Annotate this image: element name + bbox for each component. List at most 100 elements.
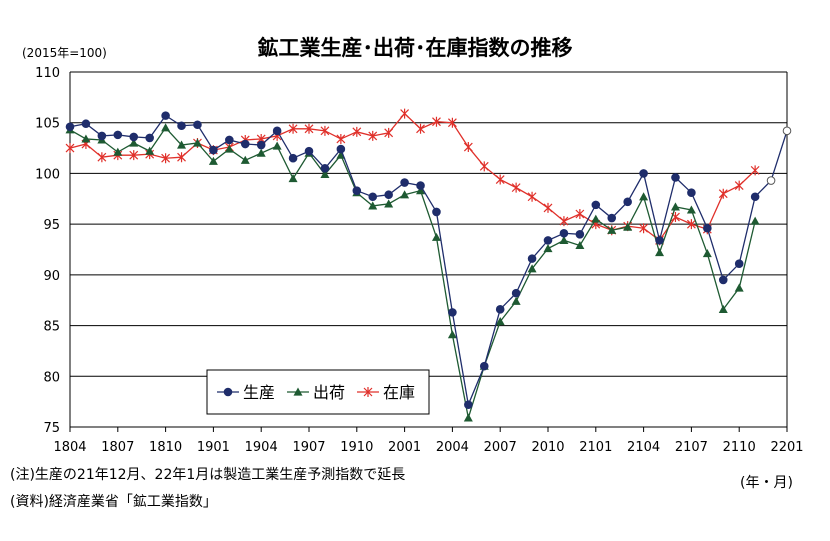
forecast-point [766,176,776,185]
x-axis-unit-label: (年・月) [740,475,793,491]
data-point [145,133,154,143]
data-point [416,186,426,195]
data-point [734,283,744,292]
data-point [161,153,171,164]
x-tick-label: 1907 [292,440,325,455]
data-point [718,275,728,285]
data-point [447,330,457,339]
y-tick-label: 75 [43,421,60,436]
data-point [511,182,521,193]
data-point [639,192,649,201]
forecast-line [754,130,788,198]
data-point [97,152,107,163]
data-point [463,142,473,153]
data-point [129,132,139,142]
series-line [69,112,756,242]
y-tick-label: 80 [43,370,60,385]
data-point [288,174,298,183]
data-point [687,188,696,197]
data-point [559,235,569,244]
data-point [225,135,234,145]
data-point [293,387,303,396]
data-point [320,169,330,179]
data-point [320,164,330,173]
data-point [416,181,425,190]
data-point [272,126,282,136]
data-point [623,197,632,207]
data-point [575,229,585,239]
data-point [288,153,298,163]
legend-item: 在庫 [357,383,415,402]
y-tick-label: 105 [35,117,60,132]
data-point [718,188,728,199]
data-point [336,133,346,144]
x-tick-label: 2001 [388,440,421,455]
data-point [177,121,186,131]
data-point [639,169,648,178]
footnote-note: (注)生産の21年12月、22年1月は製造工業生産予測指数で延長 [10,467,406,483]
data-point [543,236,553,245]
data-point [336,144,346,154]
data-point [113,147,123,156]
legend-box [206,369,430,415]
x-tick-label: 2107 [675,440,708,455]
series-line [69,126,756,419]
data-point [607,213,617,223]
data-point [750,216,760,225]
x-tick-label: 1901 [197,440,230,455]
footnote-source: (資料)経済産業省「鉱工業指数」 [10,494,217,510]
data-point [447,117,457,128]
series-production [65,111,792,409]
data-point [703,223,712,233]
data-point [432,116,441,127]
data-point [527,264,537,273]
series-group [65,108,792,422]
data-point [575,209,585,219]
data-point [129,150,139,161]
data-point [400,178,409,187]
x-tick-label: 1807 [101,440,134,455]
legend-label: 出荷 [313,383,345,402]
data-point [671,173,680,182]
data-point [559,216,569,227]
forecast-point [782,126,792,136]
x-tick-label: 2101 [579,440,612,455]
data-point [161,123,171,132]
data-point [400,108,410,119]
data-point [208,156,218,165]
data-point [416,123,425,134]
data-point [750,165,760,176]
data-point [702,249,712,258]
data-point [734,180,744,191]
data-point [368,192,378,202]
data-point [368,201,378,210]
data-point [463,413,473,422]
legend: 生産 出荷 在庫 [206,369,430,415]
data-point [368,130,378,141]
data-point [65,143,75,154]
data-point [288,123,298,134]
data-point [431,232,441,241]
y-tick-label: 85 [43,320,60,335]
x-tick-label: 2201 [770,440,803,455]
data-point [177,152,186,163]
data-point [511,288,521,298]
data-point [527,191,537,202]
y-tick-label: 90 [43,269,60,284]
x-tick-label: 1810 [149,440,182,455]
data-point [448,308,457,317]
data-point [256,140,266,150]
data-point [559,228,569,238]
data-point [575,240,585,250]
data-point [607,225,617,234]
y-tick-label: 95 [43,218,60,233]
data-point [623,222,633,231]
data-point [320,125,330,136]
y-axis-unit-label: (2015年=100) [22,46,107,60]
data-point [81,134,91,143]
data-point [224,144,234,153]
legend-item: 生産 [217,383,275,402]
series-inventory [65,108,760,246]
data-point [193,120,202,130]
data-point [352,126,362,137]
